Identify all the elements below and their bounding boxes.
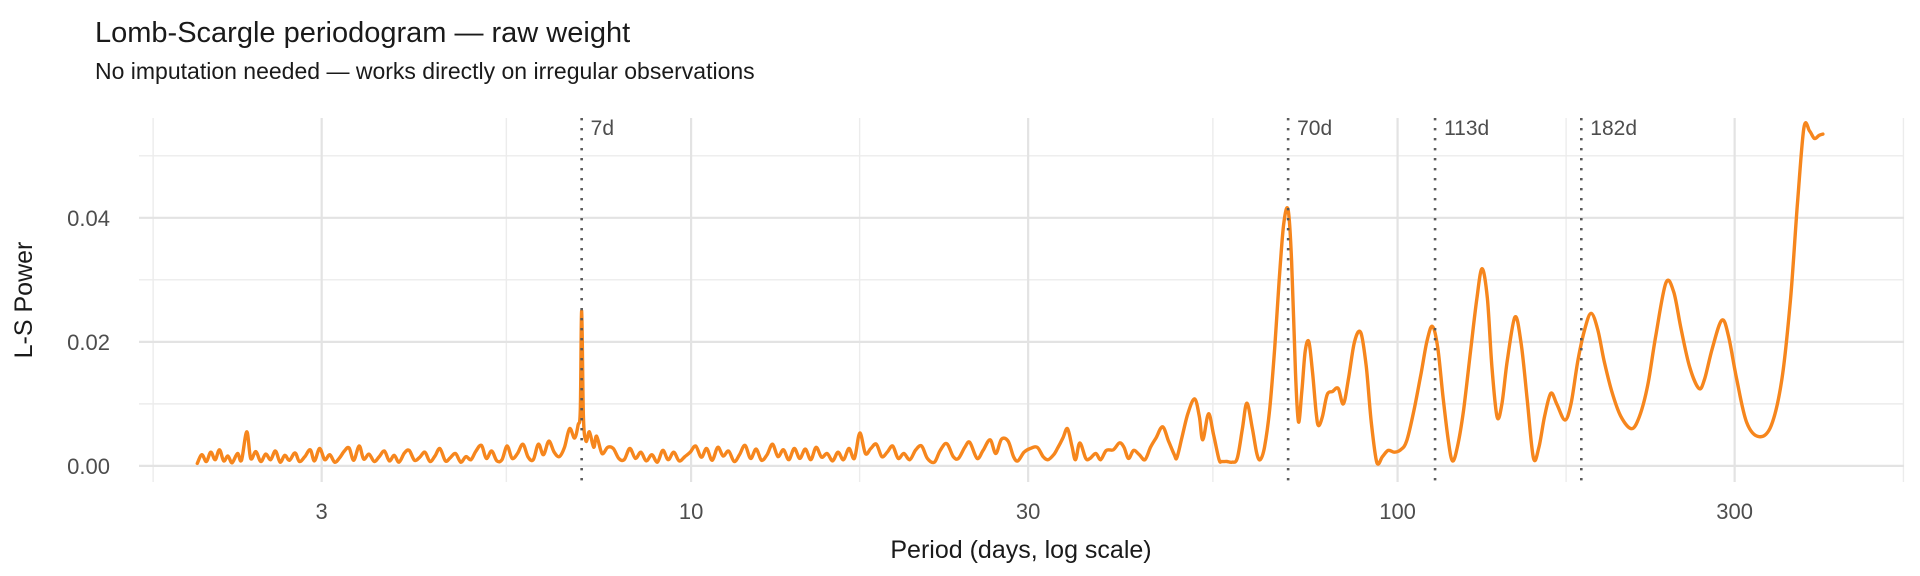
reference-lines-layer: 7d 70d 113d 182d <box>580 117 1637 482</box>
x-tick-label: 30 <box>1016 499 1040 524</box>
x-tick-label: 300 <box>1716 499 1753 524</box>
chart-title: Lomb-Scargle periodogram — raw weight <box>95 17 630 49</box>
y-tick-label: 0.02 <box>67 330 110 355</box>
x-tick-label: 10 <box>679 499 703 524</box>
axis-layer: 0.00 0.02 0.04 3 10 30 100 300 <box>67 206 1753 524</box>
refline-label-70d: 70d <box>1297 117 1332 140</box>
series-layer <box>195 121 1825 466</box>
x-tick-label: 100 <box>1379 499 1416 524</box>
refline-label-113d: 113d <box>1444 117 1489 140</box>
x-tick-label: 3 <box>316 499 328 524</box>
y-axis-title: L-S Power <box>10 242 38 359</box>
periodogram-line <box>195 121 1825 466</box>
refline-label-7d: 7d <box>591 117 614 140</box>
y-tick-label: 0.00 <box>67 454 110 479</box>
refline-label-182d: 182d <box>1590 117 1637 140</box>
y-tick-label: 0.04 <box>67 206 110 231</box>
grid-layer <box>139 118 1905 482</box>
x-axis-title: Period (days, log scale) <box>890 536 1151 564</box>
chart-subtitle: No imputation needed — works directly on… <box>95 58 755 84</box>
